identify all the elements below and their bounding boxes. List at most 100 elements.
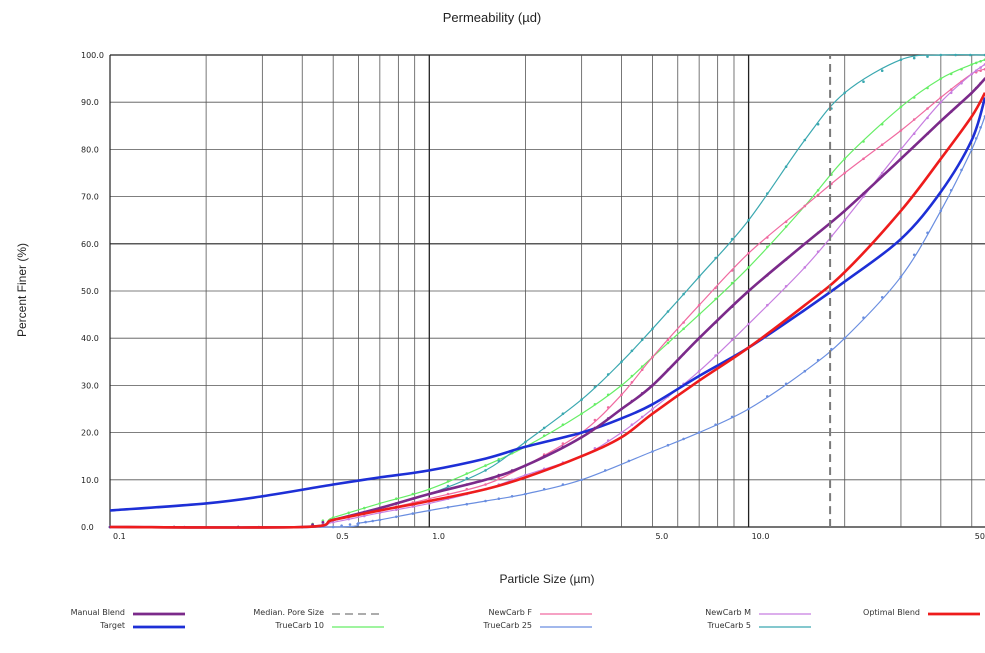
data-point-truecarb-25: [364, 520, 367, 524]
data-point-newcarb-f: [730, 269, 734, 272]
data-point-newcarb-f: [912, 118, 916, 121]
data-point-newcarb-f: [666, 338, 670, 342]
data-point-newcarb-m: [843, 218, 846, 222]
data-point-truecarb-10: [446, 480, 450, 483]
data-point-manual-blend: [862, 192, 865, 195]
legend: Manual Blend Target Median. Pore Size TrueC…: [71, 608, 980, 630]
data-point-truecarb-10: [862, 140, 865, 143]
y-tick-label: 10.0: [81, 476, 99, 485]
data-point-truecarb-25: [730, 415, 734, 419]
data-point-newcarb-m: [331, 521, 335, 524]
data-point-truecarb-10: [974, 61, 978, 65]
data-point-truecarb-10: [640, 365, 644, 368]
data-point-newcarb-f: [497, 476, 501, 480]
data-point-truecarb-25: [510, 495, 514, 498]
data-point-manual-blend: [682, 352, 685, 356]
y-axis-title: Percent Finer (%): [15, 243, 29, 337]
data-point-newcarb-m: [524, 473, 527, 477]
data-point-truecarb-5: [843, 91, 846, 95]
data-point-manual-blend: [580, 436, 583, 439]
data-point-truecarb-5: [640, 338, 644, 342]
data-point-newcarb-f: [714, 286, 717, 290]
data-point-truecarb-25: [378, 518, 382, 522]
data-point-newcarb-m: [960, 82, 963, 85]
data-point-manual-blend: [747, 289, 750, 293]
data-point-manual-blend: [497, 473, 501, 477]
data-point-truecarb-25: [395, 515, 398, 519]
data-point-manual-blend: [640, 392, 644, 395]
data-point-truecarb-25: [484, 499, 487, 503]
legend-label-optimal-blend: Optimal Blend: [863, 608, 920, 617]
data-point-manual-blend: [561, 445, 565, 449]
chart-title: Permeability (µd): [443, 10, 542, 25]
legend-label-target: Target: [99, 621, 125, 630]
data-point-newcarb-m: [730, 338, 734, 342]
data-point-newcarb-f: [561, 442, 565, 445]
data-point-truecarb-25: [428, 509, 431, 512]
data-point-newcarb-f: [979, 69, 982, 72]
y-tick-label: 0.0: [81, 523, 94, 532]
data-point-truecarb-5: [862, 80, 865, 83]
data-point-newcarb-m: [697, 369, 701, 373]
data-point-truecarb-10: [484, 464, 487, 467]
data-point-truecarb-10: [939, 77, 943, 80]
legend-label-truecarb-25: TrueCarb 25: [482, 621, 532, 630]
data-point-truecarb-5: [497, 459, 501, 463]
data-point-manual-blend: [816, 231, 820, 235]
data-point-truecarb-25: [899, 275, 903, 279]
data-point-newcarb-m: [411, 505, 415, 508]
data-point-truecarb-25: [580, 478, 583, 482]
data-point-truecarb-5: [542, 426, 546, 430]
data-point-newcarb-f: [465, 487, 469, 491]
data-point-truecarb-10: [411, 492, 415, 496]
y-tick-label: 50.0: [81, 287, 99, 296]
data-point-truecarb-5: [784, 165, 788, 168]
data-point-manual-blend: [730, 305, 734, 309]
data-point-truecarb-25: [497, 497, 501, 501]
data-point-manual-blend: [606, 417, 610, 420]
data-point-truecarb-10: [620, 384, 623, 387]
data-point-newcarb-m: [816, 250, 820, 253]
data-point-truecarb-5: [747, 218, 750, 222]
data-point-truecarb-10: [784, 225, 788, 228]
data-point-newcarb-m: [347, 517, 351, 521]
data-point-truecarb-5: [730, 237, 734, 241]
x-tick-label: 10.0: [752, 532, 770, 541]
data-point-truecarb-10: [395, 497, 398, 501]
data-point-truecarb-5: [606, 373, 610, 376]
series-line-manual-blend: [109, 77, 985, 529]
data-point-truecarb-25: [666, 443, 670, 447]
data-point-truecarb-10: [630, 374, 634, 378]
data-point-manual-blend: [484, 478, 487, 482]
data-point-newcarb-m: [363, 514, 366, 518]
data-point-truecarb-5: [939, 53, 943, 57]
series-line-truecarb-25: [109, 116, 985, 528]
grid: [109, 54, 985, 528]
data-point-manual-blend: [651, 384, 654, 387]
data-point-manual-blend: [926, 132, 929, 135]
data-point-truecarb-5: [484, 469, 487, 472]
data-point-truecarb-5: [816, 122, 820, 126]
data-point-truecarb-25: [862, 316, 865, 320]
data-point-truecarb-10: [465, 472, 469, 475]
data-point-newcarb-m: [378, 511, 382, 515]
data-point-truecarb-5: [620, 360, 623, 364]
data-point-manual-blend: [321, 521, 325, 524]
data-point-truecarb-5: [651, 327, 654, 331]
data-point-truecarb-25: [880, 296, 884, 299]
data-point-truecarb-5: [580, 398, 583, 401]
data-point-newcarb-f: [899, 129, 903, 132]
series-line-truecarb-10: [109, 59, 985, 529]
data-point-truecarb-5: [766, 192, 769, 195]
data-point-truecarb-10: [816, 189, 820, 192]
data-point-manual-blend: [880, 174, 884, 178]
data-point-newcarb-f: [428, 497, 431, 501]
data-point-newcarb-m: [651, 407, 654, 411]
data-point-newcarb-f: [939, 96, 943, 99]
series-line-target: [109, 97, 985, 512]
data-point-truecarb-10: [960, 67, 963, 71]
data-point-truecarb-5: [630, 349, 634, 353]
data-point-newcarb-f: [843, 171, 846, 175]
data-point-newcarb-m: [714, 354, 717, 357]
